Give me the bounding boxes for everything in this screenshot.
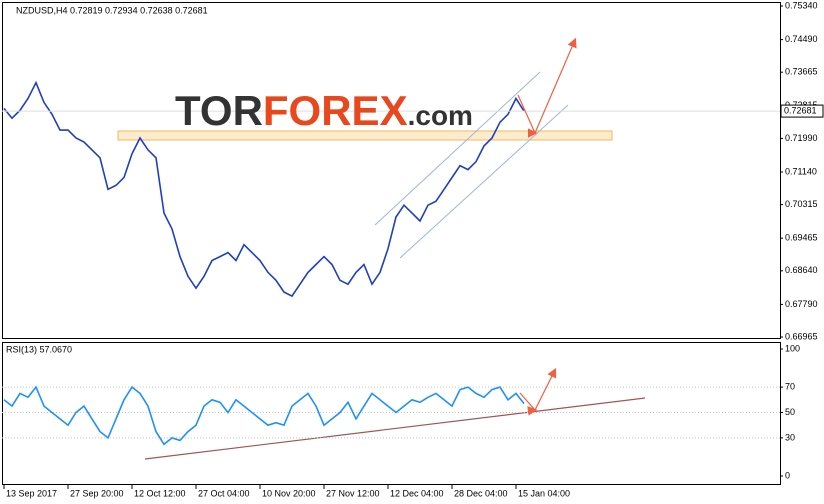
y-tick-label: 0.66965 xyxy=(785,331,818,341)
chart-title: NZDUSD,H4 0.72819 0.72934 0.72638 0.7268… xyxy=(16,5,208,15)
y-tick-label: 100 xyxy=(785,343,800,353)
x-tick-label: 27 Oct 04:00 xyxy=(198,488,250,498)
y-tick-label: 0.69465 xyxy=(785,233,818,243)
forecast-arrow xyxy=(517,37,577,138)
x-tick-label: 12 Oct 12:00 xyxy=(134,488,186,498)
y-tick-label: 70 xyxy=(785,381,795,391)
y-tick-label: 50 xyxy=(785,407,795,417)
y-tick-label: 0.75340 xyxy=(785,0,818,10)
logo: TORFOREX.com xyxy=(175,87,473,134)
rsi-frame xyxy=(2,342,781,485)
series-line xyxy=(3,385,525,446)
y-tick-label: 0.68640 xyxy=(785,265,818,275)
y-tick-label: 30 xyxy=(785,432,795,442)
logo-part: TOR xyxy=(175,87,263,134)
x-tick-label: 27 Nov 12:00 xyxy=(326,488,380,498)
price-marker-label: 0.72681 xyxy=(784,105,817,115)
x-tick-label: 10 Nov 20:00 xyxy=(262,488,316,498)
y-tick-label: 0.67790 xyxy=(785,299,818,309)
y-tick-label: 0.71990 xyxy=(785,133,818,143)
y-tick-label: 0.70315 xyxy=(785,199,818,209)
support-zone xyxy=(117,130,613,141)
rsi-title: RSI(13) 57.0670 xyxy=(6,344,72,354)
series-line xyxy=(3,80,525,298)
y-tick-label: 0 xyxy=(785,470,790,480)
x-tick-label: 13 Sep 2017 xyxy=(6,488,57,498)
price-marker xyxy=(780,104,824,118)
x-tick-label: 27 Sep 20:00 xyxy=(70,488,124,498)
y-tick-label: 0.71140 xyxy=(785,166,817,176)
logo-text: TORFOREX.com xyxy=(175,87,473,134)
y-tick-label: 0.74490 xyxy=(785,34,818,44)
x-tick-label: 12 Dec 04:00 xyxy=(390,488,444,498)
channel-upper xyxy=(374,71,541,226)
y-tick-label: 0.73665 xyxy=(785,67,818,77)
rsi-trendline xyxy=(144,397,646,460)
logo-part: FOREX xyxy=(263,87,408,134)
x-tick-label: 28 Dec 04:00 xyxy=(454,488,508,498)
x-tick-label: 15 Jan 04:00 xyxy=(518,488,570,498)
rsi-forecast-arrow xyxy=(519,367,557,416)
price-frame xyxy=(2,2,781,339)
logo-part: .com xyxy=(408,100,473,131)
